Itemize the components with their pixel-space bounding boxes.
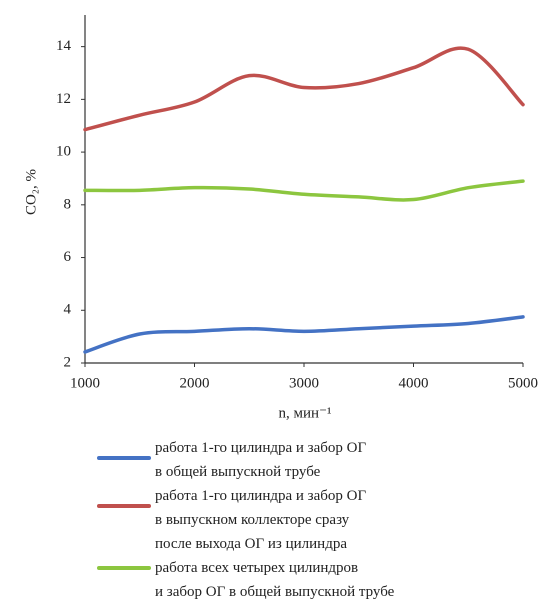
x-tick-label: 1000 [70, 375, 100, 391]
y-tick-label: 4 [64, 302, 72, 318]
x-tick-label: 4000 [399, 375, 429, 391]
series-line [83, 179, 525, 202]
legend-label: работа 1-го цилиндра и забор ОГ в общей … [155, 440, 367, 480]
y-tick-label: 8 [64, 196, 72, 212]
y-axis-label: CO₂, % [23, 169, 39, 215]
series-line [83, 315, 525, 354]
y-tick-label: 2 [64, 354, 72, 370]
legend-label: работа 1-го цилиндра и забор ОГ в выпуск… [155, 488, 367, 552]
legend: работа 1-го цилиндра и забор ОГ в общей … [97, 436, 537, 604]
legend-swatch [97, 566, 151, 570]
y-tick-label: 6 [64, 249, 72, 265]
x-tick-label: 2000 [180, 375, 210, 391]
legend-swatch [97, 456, 151, 460]
y-tick-label: 12 [56, 91, 71, 107]
legend-item: работа всех четырех цилиндров и забор ОГ… [97, 556, 537, 604]
legend-item: работа 1-го цилиндра и забор ОГ в выпуск… [97, 484, 537, 556]
legend-label: работа всех четырех цилиндров и забор ОГ… [155, 560, 395, 600]
legend-swatch [97, 504, 151, 508]
y-tick-label: 10 [56, 144, 71, 160]
legend-item: работа 1-го цилиндра и забор ОГ в общей … [97, 436, 537, 484]
chart: n, мин⁻¹ CO₂, % 2 4 6 8 10 12 14 1000 2000 3000 40… [23, 15, 538, 421]
x-tick-label: 5000 [508, 375, 538, 391]
y-tick-label: 14 [56, 38, 72, 54]
x-tick-label: 3000 [289, 375, 319, 391]
x-axis-label: n, мин⁻¹ [279, 405, 332, 421]
series-line [83, 46, 525, 132]
